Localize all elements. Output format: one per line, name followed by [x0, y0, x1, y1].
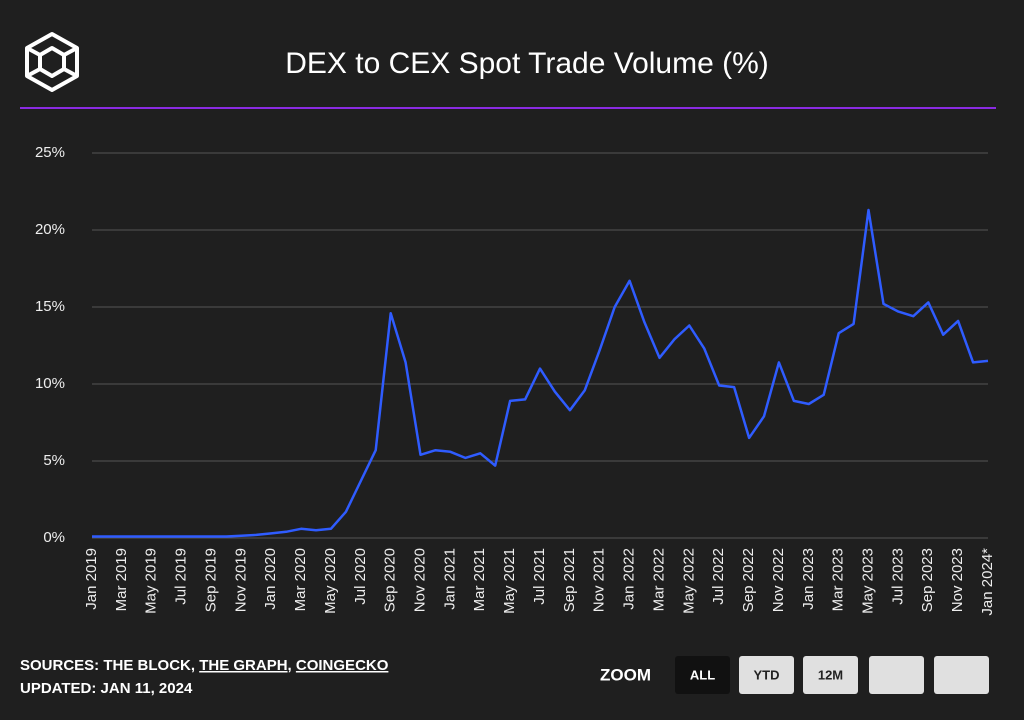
x-tick-label: May 2019 [143, 548, 160, 614]
chart-title: DEX to CEX Spot Trade Volume (%) [285, 47, 769, 80]
updated: UPDATED: JAN 11, 2024 [20, 680, 193, 697]
x-tick-label: Jul 2022 [710, 548, 727, 605]
footer: SOURCES: THE BLOCK, THE GRAPH, COINGECKO… [20, 656, 858, 697]
x-tick-label: May 2023 [860, 548, 877, 614]
source-text: COINGECKO [296, 657, 389, 674]
x-tick-label: May 2022 [680, 548, 697, 614]
y-tick-label: 0% [43, 529, 65, 546]
x-tick-label: Jul 2023 [889, 548, 906, 605]
source-text: SOURCES: [20, 657, 99, 674]
source-text: THE BLOCK [103, 657, 191, 674]
zoom-label: ZOOM [600, 665, 651, 684]
zoom-button[interactable] [803, 656, 858, 694]
x-tick-label: Jan 2024* [979, 548, 996, 616]
x-tick-label: Mar 2020 [292, 548, 309, 611]
zoom-button-blank[interactable] [934, 656, 989, 694]
data-line [92, 208, 989, 538]
zoom-button-blank[interactable] [869, 656, 924, 694]
x-tick-label: Nov 2019 [232, 548, 249, 612]
x-tick-label: May 2021 [501, 548, 518, 614]
source-text: THE GRAPH [199, 657, 287, 674]
x-tick-label: Jan 2022 [621, 548, 638, 610]
y-tick-label: 15% [35, 298, 65, 315]
x-tick-label: Mar 2021 [471, 548, 488, 611]
x-tick-label: Jul 2020 [352, 548, 369, 605]
source-text: , [288, 657, 292, 674]
source-text: , [191, 657, 195, 674]
x-tick-label: Jan 2020 [262, 548, 279, 610]
x-tick-label: Sep 2020 [382, 548, 399, 612]
zoom-button-label[interactable]: 12M [818, 667, 843, 682]
x-tick-label: May 2020 [322, 548, 339, 614]
y-tick-label: 25% [35, 144, 65, 161]
y-tick-label: 10% [35, 375, 65, 392]
x-tick-label: Mar 2019 [113, 548, 130, 611]
x-tick-label: Nov 2023 [949, 548, 966, 612]
x-tick-label: Jan 2021 [441, 548, 458, 610]
logo [25, 32, 79, 92]
x-tick-label: Sep 2022 [740, 548, 757, 612]
x-tick-label: Sep 2023 [919, 548, 936, 612]
zoom-button[interactable] [739, 656, 794, 694]
x-tick-label: Nov 2022 [770, 548, 787, 612]
zoom-button-label[interactable]: ALL [690, 667, 715, 682]
x-tick-label: Jul 2021 [531, 548, 548, 605]
x-tick-label: Sep 2021 [561, 548, 578, 612]
x-tick-label: Nov 2020 [412, 548, 429, 612]
x-tick-label: Sep 2019 [202, 548, 219, 612]
zoom-button-label[interactable]: YTD [754, 667, 780, 682]
x-tick-label: Mar 2022 [650, 548, 667, 611]
x-tick-label: Jan 2019 [83, 548, 100, 610]
x-tick-label: Mar 2023 [830, 548, 847, 611]
x-tick-label: Jan 2023 [800, 548, 817, 610]
y-tick-label: 20% [35, 221, 65, 238]
zoom-button[interactable] [675, 656, 730, 694]
plot: 0% 5% 10% 15% 20% 25% Jan 2019 Mar 2019 May 2019… [35, 144, 996, 616]
x-tick-label: Nov 2021 [591, 548, 608, 612]
x-tick-label: Jul 2019 [173, 548, 190, 605]
y-tick-label: 5% [43, 452, 65, 469]
sources: SOURCES: THE BLOCK, THE GRAPH, COINGECKO [20, 657, 389, 674]
